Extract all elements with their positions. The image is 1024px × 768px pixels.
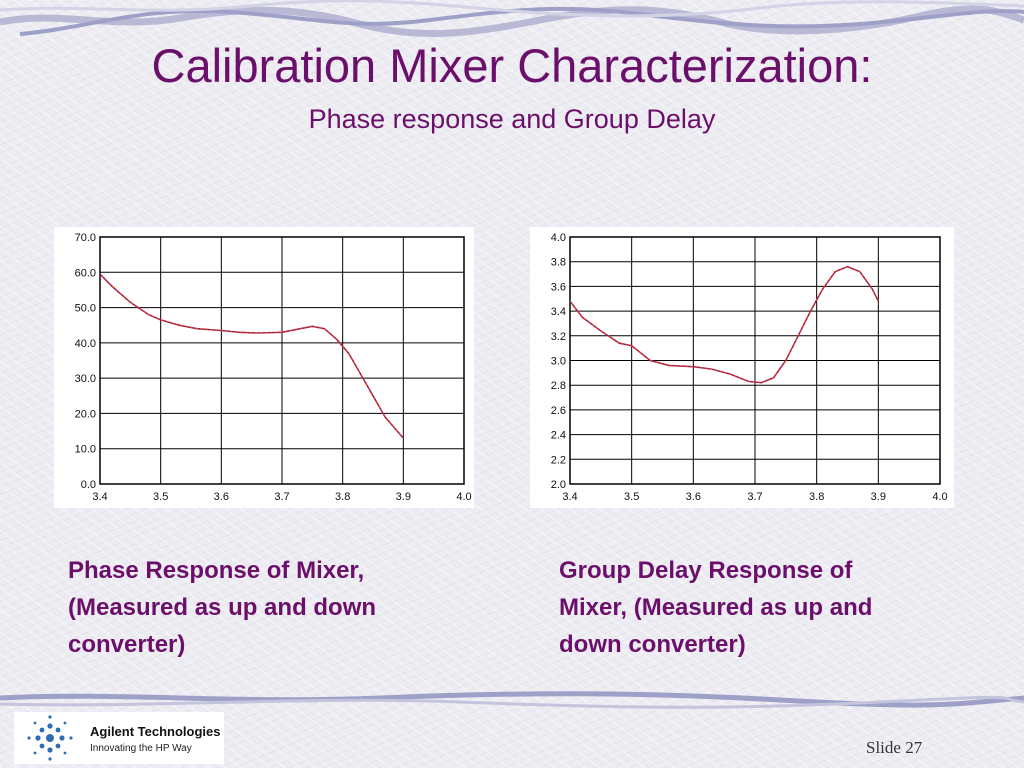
y-tick-label: 10.0 [75,444,96,456]
caption-line: Phase Response of Mixer, [68,557,365,584]
y-tick-label: 2.6 [551,405,566,417]
slide-number: Slide 27 [866,738,923,757]
x-tick-label: 3.6 [686,491,701,503]
y-tick-label: 0.0 [81,479,96,491]
y-tick-label: 4.0 [551,232,566,244]
x-tick-label: 3.9 [871,491,886,503]
slide-title: Calibration Mixer Characterization: [151,39,873,92]
x-tick-label: 3.5 [153,491,168,503]
y-tick-label: 3.2 [551,331,566,343]
y-tick-label: 3.6 [551,281,566,293]
y-tick-label: 3.8 [551,257,566,269]
caption-group-delay: Group Delay Response of Mixer, (Measured… [559,552,979,663]
decorative-bottom-swoosh [0,691,1024,709]
agilent-logo: Agilent Technologies Innovating the HP W… [14,712,224,764]
logo-brand-text: Agilent Technologies [90,724,221,739]
caption-phase-response: Phase Response of Mixer, (Measured as up… [68,552,488,663]
x-tick-label: 3.8 [335,491,350,503]
phase-response-plot: 3.4 3.5 3.6 3.7 3.8 3.9 4.0 70.0 60.0 50.0 40.0 30.… [75,232,472,503]
y-tick-label: 3.4 [551,306,566,318]
y-tick-label: 20.0 [75,408,96,420]
caption-line: down converter) [559,631,746,658]
x-tick-label: 4.0 [932,491,947,503]
group-delay-plot: 3.4 3.5 3.6 3.7 3.8 3.9 4.0 4.0 3.8 3.6 3.4 3.2 3.0 2… [551,232,948,503]
x-tick-label: 3.8 [809,491,824,503]
y-tick-label: 30.0 [75,373,96,385]
group-delay-chart: 3.4 3.5 3.6 3.7 3.8 3.9 4.0 4.0 3.8 3.6 3.4 3.2 3.0 2… [530,227,954,508]
y-tick-label: 2.2 [551,454,566,466]
decorative-top-swooshes [0,0,1024,38]
caption-line: (Measured as up and down [68,594,377,621]
x-tick-label: 4.0 [456,491,471,503]
caption-line: Group Delay Response of [559,557,853,584]
x-tick-label: 3.4 [562,491,577,503]
x-tick-label: 3.7 [274,491,289,503]
y-tick-label: 2.4 [551,430,566,442]
x-tick-label: 3.6 [214,491,229,503]
x-tick-label: 3.7 [747,491,762,503]
y-tick-label: 2.8 [551,380,566,392]
caption-line: converter) [68,631,186,658]
phase-response-chart: 3.4 3.5 3.6 3.7 3.8 3.9 4.0 70.0 60.0 50.0 40.0 30.… [54,227,474,508]
x-tick-label: 3.9 [396,491,411,503]
agilent-spark-icon [27,715,73,761]
caption-line: Mixer, (Measured as up and [559,594,873,621]
y-tick-label: 50.0 [75,303,96,315]
series-line-blue [569,266,879,384]
series-line-red [99,273,404,439]
logo-tagline: Innovating the HP Way [90,743,192,754]
y-tick-label: 70.0 [75,232,96,244]
y-tick-label: 60.0 [75,267,96,279]
y-tick-label: 2.0 [551,479,566,491]
y-tick-label: 40.0 [75,338,96,350]
slide-subtitle: Phase response and Group Delay [308,104,716,134]
x-tick-label: 3.4 [92,491,107,503]
x-tick-label: 3.5 [624,491,639,503]
y-tick-label: 3.0 [551,356,566,368]
